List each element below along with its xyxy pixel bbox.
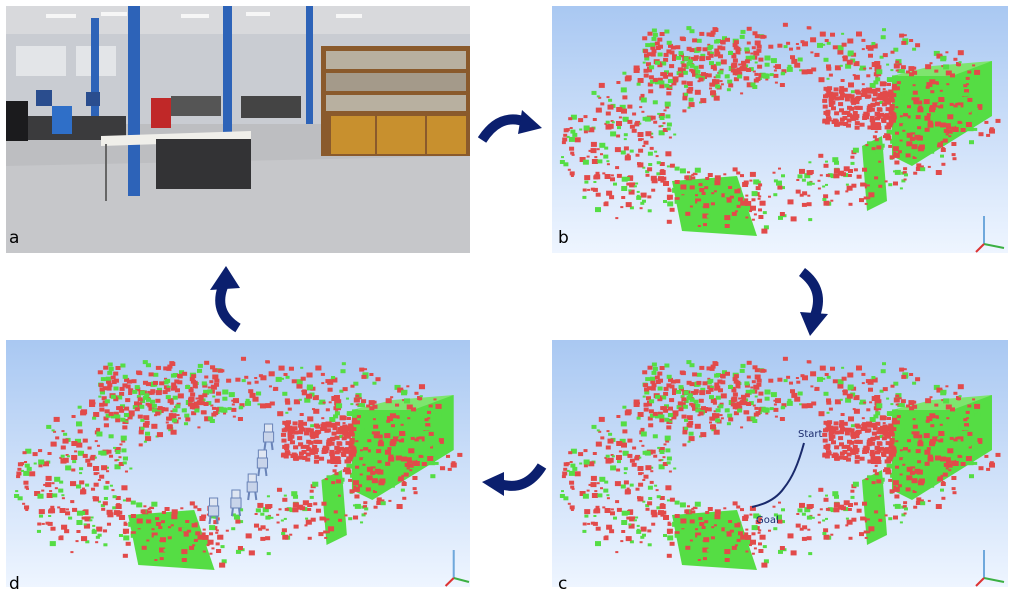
robot-icon — [262, 423, 275, 451]
voxel-map — [552, 6, 1008, 253]
voxel-map-robots — [6, 340, 470, 587]
panel-b-map — [552, 6, 1008, 253]
axis-triad-icon — [444, 550, 470, 587]
panel-d-label: d — [9, 574, 20, 594]
axis-triad-icon — [975, 550, 1005, 587]
panel-d-map — [6, 340, 470, 587]
panel-c-label: c — [558, 574, 568, 594]
robot-icon — [207, 497, 220, 525]
panel-c-map: Start Goal — [552, 340, 1008, 587]
panel-a-label: a — [9, 228, 20, 248]
robot-icon — [246, 473, 258, 501]
arrow-c-to-d-icon — [482, 463, 547, 496]
lab-photo — [6, 6, 470, 253]
panel-a-photo — [6, 6, 470, 253]
arrow-b-to-c-icon — [798, 268, 828, 336]
voxel-map-path: Start Goal — [552, 340, 1008, 587]
robot-icon — [256, 449, 269, 477]
axis-triad-icon — [975, 216, 1005, 253]
arrow-d-to-a-icon — [210, 266, 241, 333]
start-label: Start — [798, 429, 823, 440]
arrow-a-to-b-icon — [478, 110, 542, 143]
robot-poses — [207, 423, 275, 525]
goal-label: Goal — [756, 515, 779, 526]
robot-icon — [230, 489, 242, 517]
panel-b-label: b — [558, 228, 569, 248]
planned-path — [751, 442, 805, 508]
